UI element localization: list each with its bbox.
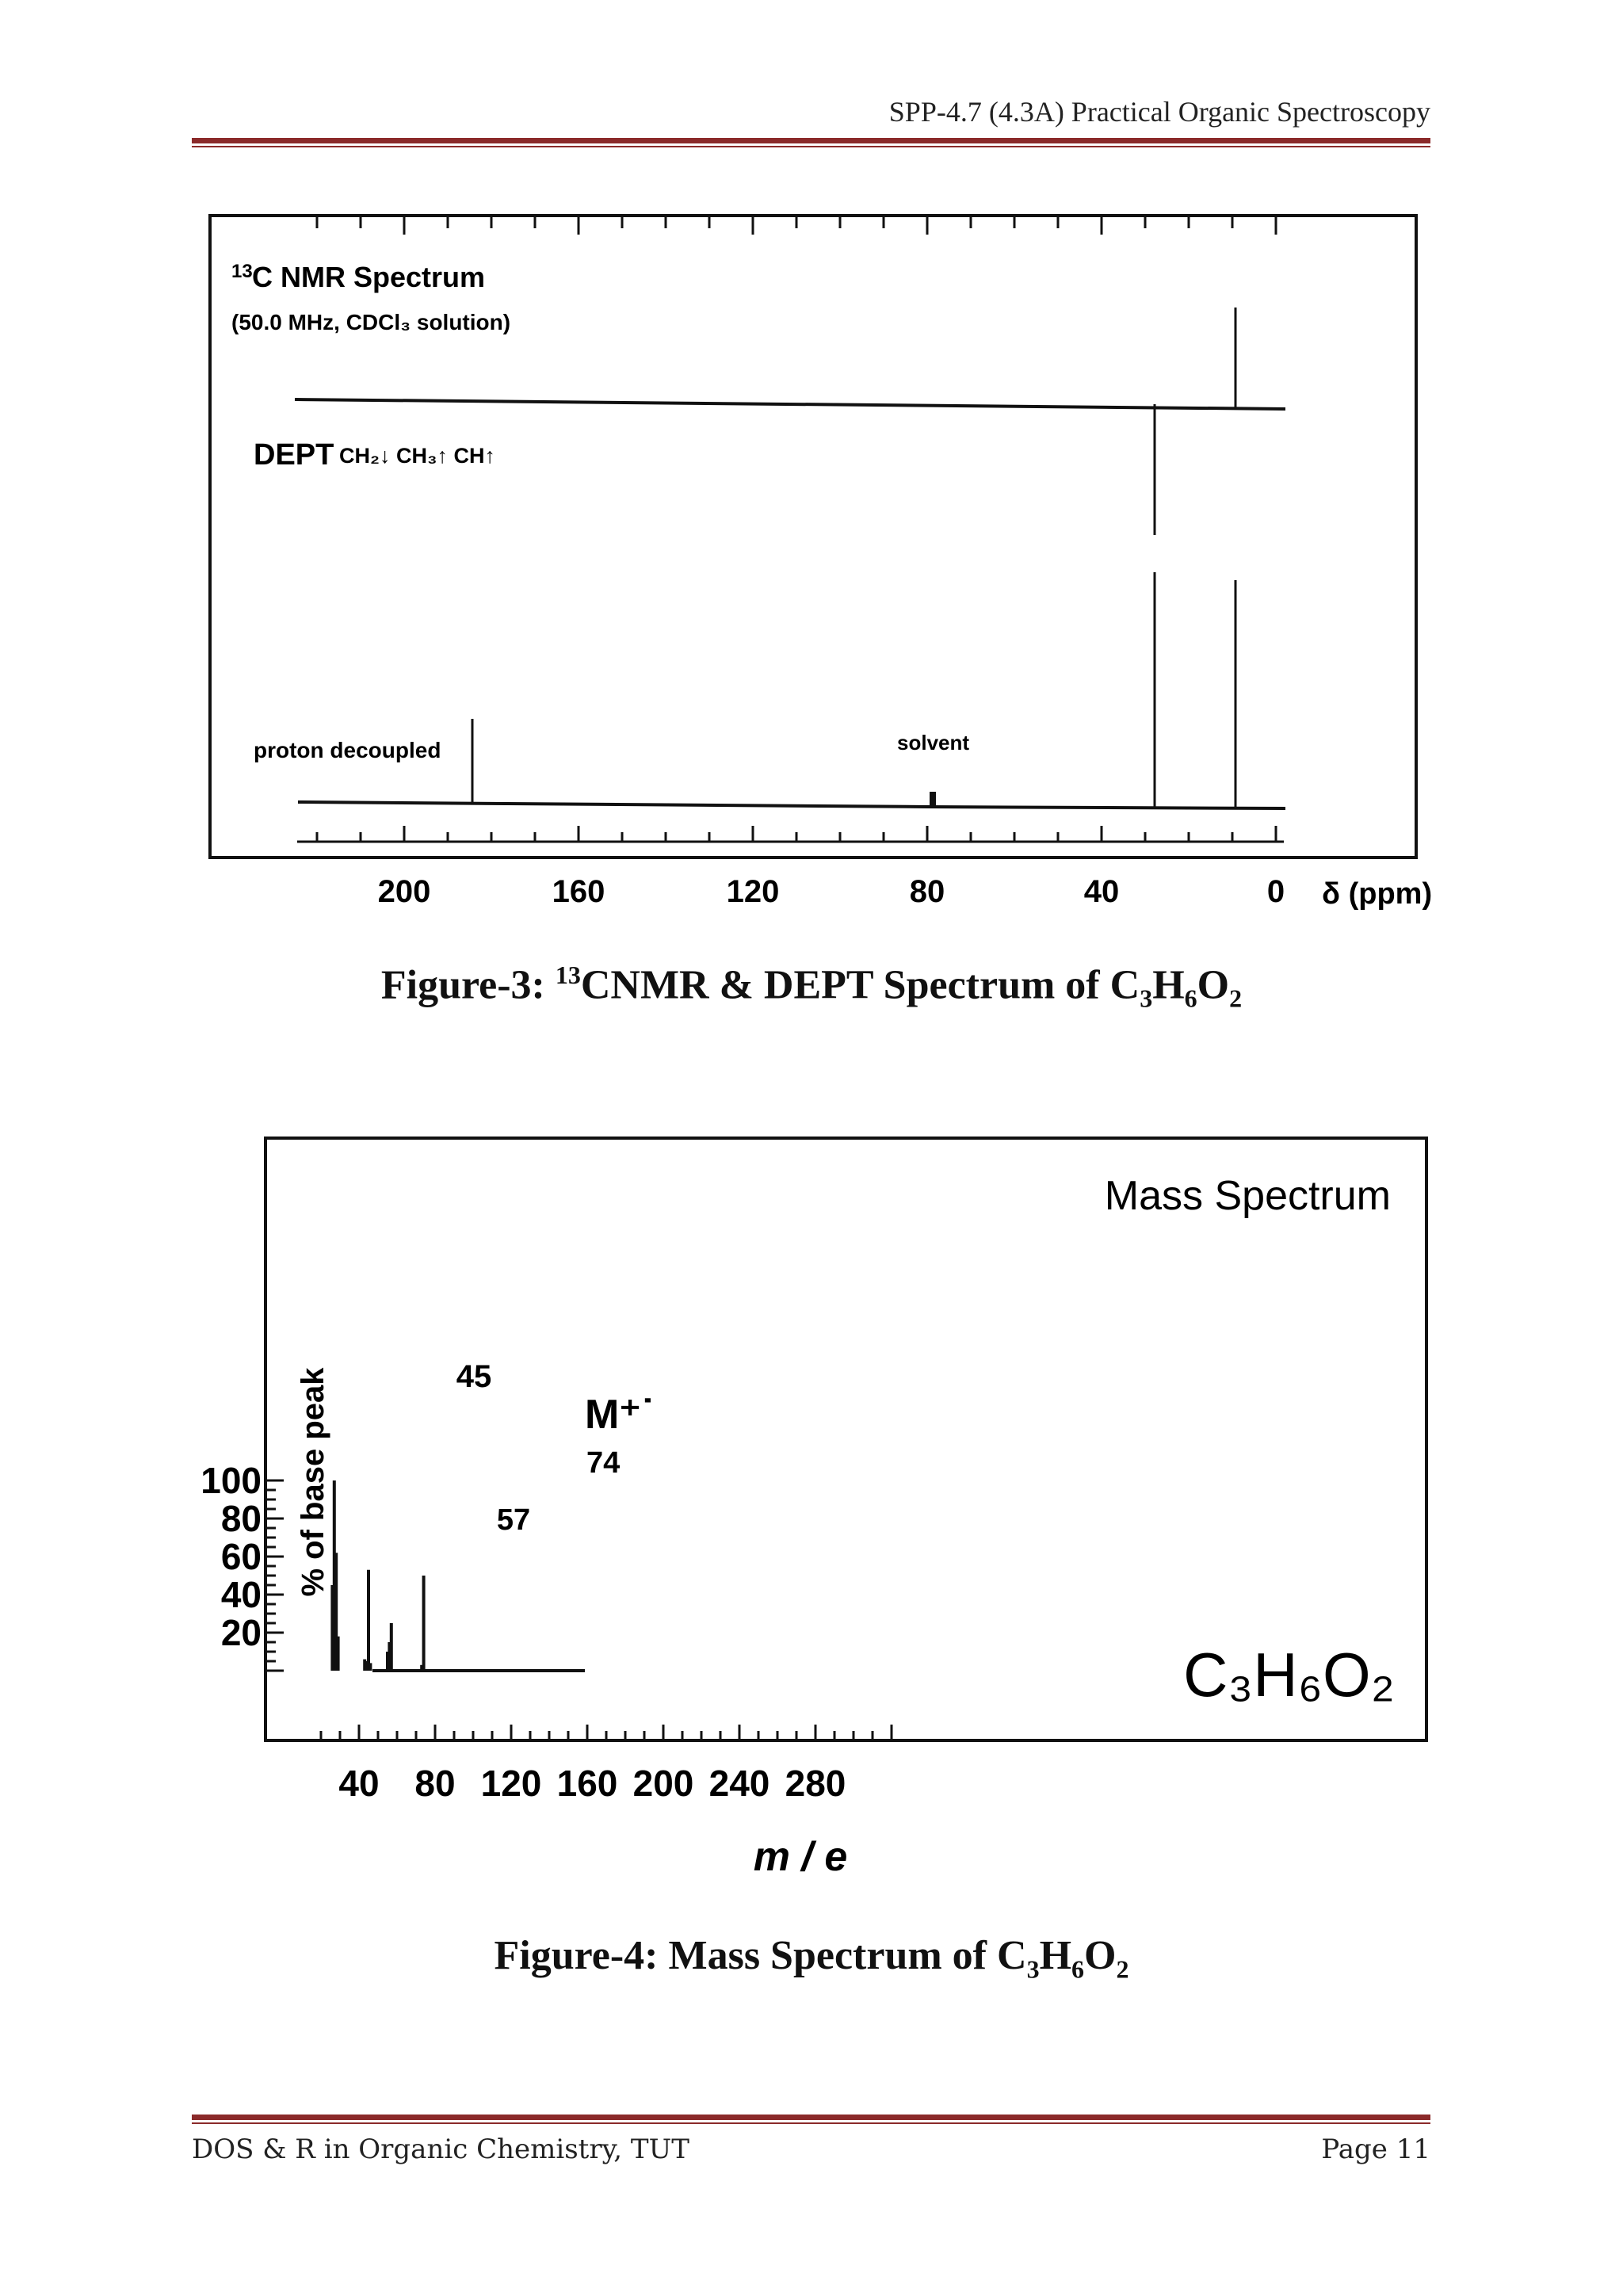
figure4-formula-sub2: 6 [1071, 1954, 1085, 1984]
figure4-formula-h: H [1039, 1933, 1072, 1978]
ms-y-tick-label: 100 [200, 1460, 262, 1501]
dept-legend: CH₂↓ CH₃↑ CH↑ [339, 444, 495, 468]
ms-x-tick-label: 40 [338, 1763, 379, 1804]
ms-ylabel: % of base peak [296, 1367, 330, 1597]
nmr-figure: 13 C NMR Spectrum (50.0 MHz, CDCl₃ solut… [208, 214, 1432, 911]
dept-baseline [294, 398, 1286, 411]
mass-figure: Mass Spectrum C₃H₆O₂ % of base peak m / … [200, 1137, 1428, 1880]
proton-decoupled-label: proton decoupled [254, 738, 441, 762]
figure4-formula-sub1: 3 [1026, 1954, 1040, 1984]
ms-bars [330, 1480, 426, 1671]
figure3-caption-prefix: Figure-3: [380, 962, 556, 1008]
decoupled-baseline [297, 800, 1286, 810]
figure3-formula-h: H [1152, 962, 1185, 1008]
figure3-caption-sup: 13 [555, 961, 581, 989]
ms-frame [264, 1137, 1428, 1742]
nmr-title-sup: 13 [231, 261, 253, 282]
ms-x-tick-label: 80 [414, 1763, 455, 1804]
ms-title: Mass Spectrum [1105, 1173, 1391, 1219]
page-number: Page 11 [1321, 2134, 1430, 2165]
ms-xlabel: m / e [754, 1834, 848, 1880]
nmr-subtitle: (50.0 MHz, CDCl₃ solution) [231, 310, 510, 334]
figure3-formula-sub1: 3 [1140, 984, 1153, 1013]
figure3-caption-main: CNMR & DEPT Spectrum of C [580, 962, 1140, 1008]
header-rule-thin [192, 146, 1430, 147]
solvent-label: solvent [897, 731, 969, 755]
ms-peak-label: 74 [586, 1446, 620, 1480]
nmr-tick-label: 200 [378, 874, 431, 909]
ms-x-tick-label: 240 [709, 1763, 770, 1804]
ms-x-tick-label: 120 [481, 1763, 542, 1804]
ms-x-tick-label: 160 [557, 1763, 618, 1804]
nmr-tick-label: 40 [1084, 874, 1120, 909]
ms-y-tick-label: 20 [221, 1612, 262, 1653]
nmr-tick-label: 80 [910, 874, 945, 909]
ms-molecular-ion-label: M⁺˙ [585, 1392, 655, 1438]
figure4-formula-sub3: 2 [1116, 1954, 1129, 1984]
dept-label: DEPT [254, 438, 334, 472]
solvent-peak [930, 792, 936, 806]
ms-x-tick-label: 200 [633, 1763, 694, 1804]
nmr-ticks: 200 160 120 80 40 0 [315, 216, 1285, 909]
page-header-title: SPP-4.7 (4.3A) Practical Organic Spectro… [888, 96, 1430, 128]
figure3-caption: Figure-3: 13CNMR & DEPT Spectrum of C3H6… [0, 961, 1623, 1014]
figure4-caption: Figure-4: Mass Spectrum of C3H6O2 [0, 1932, 1623, 1984]
nmr-tick-label: 120 [727, 874, 780, 909]
ms-formula: C₃H₆O₂ [1183, 1640, 1395, 1710]
ms-x-tick-label: 280 [785, 1763, 846, 1804]
nmr-tick-label: 0 [1267, 874, 1285, 909]
ms-y-tick-label: 80 [221, 1498, 262, 1539]
nmr-tick-label: 160 [552, 874, 605, 909]
header-rule [192, 138, 1430, 143]
ms-y-tick-label: 40 [221, 1574, 262, 1615]
footer-rule-thin [192, 2122, 1430, 2124]
nmr-frame [208, 214, 1418, 859]
nmr-title: C NMR Spectrum [252, 261, 485, 293]
ms-y-tick-label: 60 [221, 1536, 262, 1577]
figure3-formula-sub3: 2 [1229, 984, 1243, 1013]
ms-peak-label: 45 [456, 1359, 492, 1394]
figure3-formula-o: O [1197, 962, 1230, 1008]
footer-rule [192, 2115, 1430, 2120]
figure4-caption-prefix: Figure-4: Mass Spectrum of C [494, 1933, 1027, 1978]
nmr-axis-label: δ (ppm) [1322, 877, 1432, 911]
ms-peak-label: 57 [497, 1503, 530, 1537]
figure3-formula-sub2: 6 [1184, 984, 1197, 1013]
figure4-formula-o: O [1084, 1933, 1117, 1978]
footer-left-text: DOS & R in Organic Chemistry, TUT [192, 2134, 689, 2165]
ms-x-ticks: 40 80 120 160 200 240 280 [319, 1725, 893, 1804]
